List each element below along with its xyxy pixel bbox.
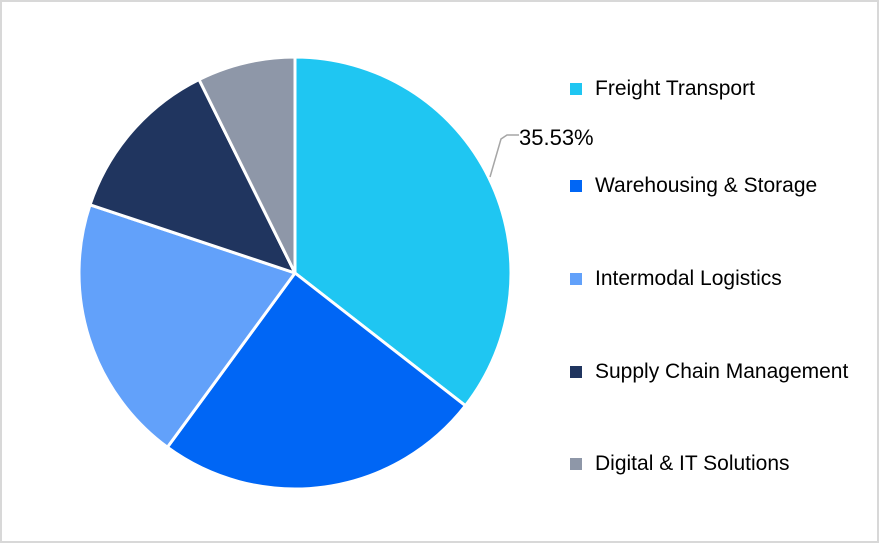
legend-item-supply-chain-management: Supply Chain Management	[570, 359, 848, 385]
legend-item-intermodal-logistics: Intermodal Logistics	[570, 266, 782, 292]
legend-swatch-supply-chain-management-icon	[570, 366, 582, 378]
legend-swatch-freight-transport-icon	[570, 83, 582, 95]
legend-label: Digital & IT Solutions	[595, 452, 790, 475]
leader-line	[489, 134, 519, 178]
legend-label: Intermodal Logistics	[595, 267, 782, 290]
legend-label: Supply Chain Management	[595, 360, 849, 383]
pie-slice-freight-transport	[293, 55, 513, 408]
legend-swatch-warehousing-storage-icon	[570, 180, 582, 192]
legend: Freight Transport Warehousing & Storage …	[570, 2, 877, 541]
legend-item-warehousing-storage: Warehousing & Storage	[570, 173, 817, 199]
legend-item-digital-it-solutions: Digital & IT Solutions	[570, 451, 790, 477]
pie-slice-digital-it-solutions	[197, 55, 297, 275]
legend-swatch-digital-it-solutions-icon	[570, 458, 582, 470]
pie-slices	[77, 55, 513, 491]
pie-slice-warehousing-storage	[165, 271, 467, 491]
pie-slice-supply-chain-management	[88, 78, 297, 275]
legend-item-freight-transport: Freight Transport	[570, 76, 755, 102]
pie-slice-intermodal-logistics	[77, 203, 297, 449]
legend-swatch-intermodal-logistics-icon	[570, 273, 582, 285]
legend-label: Warehousing & Storage	[595, 174, 818, 197]
legend-label: Freight Transport	[595, 77, 755, 100]
data-label-freight-transport: 35.53%	[519, 125, 594, 150]
